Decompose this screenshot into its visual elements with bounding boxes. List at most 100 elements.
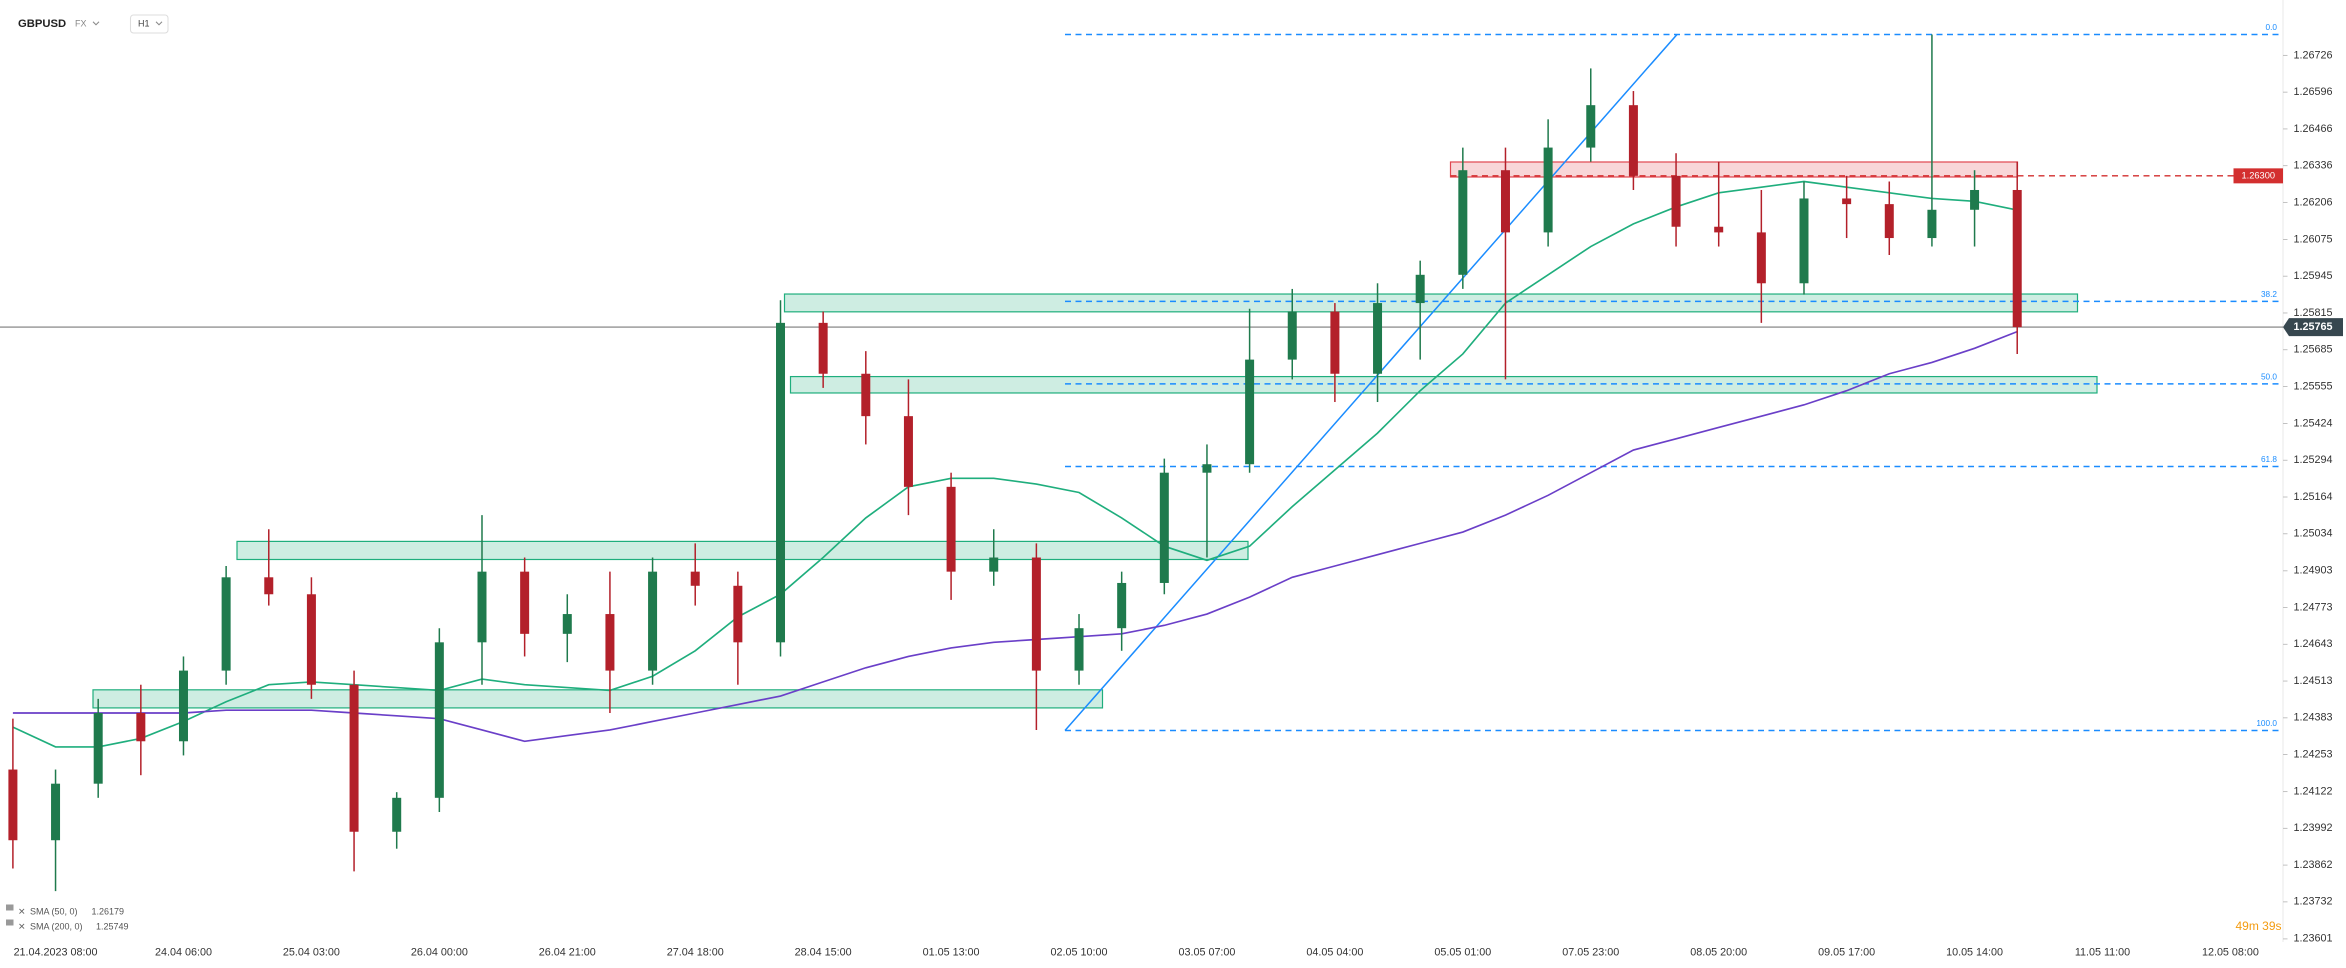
candle-body [520,571,530,634]
candle-body [392,797,402,832]
fib-label: 38.2 [2261,290,2277,299]
y-tick-label: 1.25555 [2294,380,2333,392]
x-tick-label: 28.04 15:00 [795,946,852,958]
x-tick-label: 26.04 21:00 [539,946,596,958]
legend-close[interactable]: ✕ [18,921,26,931]
candle-body [1714,226,1724,233]
legend-value: 1.25749 [96,921,129,931]
x-tick-label: 07.05 23:00 [1562,946,1619,958]
fib-label: 50.0 [2261,372,2277,381]
sma-line [12,330,2018,743]
candle-body [818,322,828,374]
candle-body [1415,274,1425,304]
market: FX [75,18,87,28]
zone [783,293,2079,313]
candle-body [1842,198,1852,205]
y-tick-label: 1.23862 [2294,859,2333,871]
candle-body [8,769,18,841]
legend: ✕ ✕ SMA (50, 0) 1.26179 SMA (200, 0) 1.2… [6,904,129,931]
x-tick-label: 05.05 01:00 [1434,946,1491,958]
y-tick-label: 1.26075 [2294,233,2333,245]
x-tick-label: 12.05 08:00 [2202,946,2259,958]
candle-body [349,684,359,832]
y-tick-label: 1.25164 [2294,491,2333,503]
y-tick-label: 1.25945 [2294,270,2333,282]
candle-body [1074,628,1084,671]
x-tick-label: 04.05 04:00 [1306,946,1363,958]
candle-body [989,557,999,572]
candle-body [946,486,956,572]
resistance-tag [2233,168,2283,184]
candle-body [1031,557,1041,671]
x-tick-label: 01.05 13:00 [923,946,980,958]
x-tick-label: 21.04.2023 08:00 [14,946,98,958]
last-price-tag-label: 1.25765 [2294,321,2333,333]
x-tick-label: 03.05 07:00 [1178,946,1235,958]
candle-body [1159,472,1169,583]
legend-icon [6,919,14,926]
interval-button[interactable] [129,14,169,34]
legend-name: SMA (200, 0) [30,921,83,931]
dropdown-icon [155,21,163,26]
y-tick-label: 1.24383 [2294,712,2333,724]
candle-body [1500,170,1510,233]
candle-body [434,642,444,798]
legend-icon [6,904,14,911]
legend-close[interactable]: ✕ [18,906,26,916]
y-tick-label: 1.26726 [2294,49,2333,61]
candle-body [605,614,615,671]
zone [789,375,2098,394]
candle-body [1671,175,1681,227]
candle-body [306,594,316,685]
y-tick-label: 1.25685 [2294,344,2333,356]
y-tick-label: 1.24903 [2294,565,2333,577]
candle-body [1202,464,1212,473]
candle-body [477,571,487,643]
candle-body [1543,147,1553,233]
x-tick-label: 08.05 20:00 [1690,946,1747,958]
zone [92,689,1104,709]
candle-body [221,577,231,671]
y-tick-label: 1.26596 [2294,86,2333,98]
legend-value: 1.26179 [92,906,125,916]
candle-body [1330,311,1340,374]
candle-body [1756,232,1766,284]
header: GBPUSD FX H1 [18,14,169,34]
x-tick-label: 10.05 14:00 [1946,946,2003,958]
candle-body [1970,189,1980,210]
candle-body [1586,105,1596,148]
symbol[interactable]: GBPUSD [18,18,66,30]
x-tick-label: 09.05 17:00 [1818,946,1875,958]
candle-body [264,577,274,595]
x-tick-label: 11.05 11:00 [2075,946,2130,958]
candle-body [1927,209,1937,239]
candle-body [1458,170,1468,275]
candle-body [690,571,700,586]
candle-body [1117,582,1127,629]
candle-body [733,585,743,643]
dropdown-icon[interactable] [92,21,100,26]
y-tick-label: 1.24773 [2294,601,2333,613]
legend-name: SMA (50, 0) [30,906,78,916]
candle-body [776,322,786,643]
y-tick-label: 1.26466 [2294,123,2333,135]
candle-body [1799,198,1809,284]
candle-body [51,783,61,841]
candle-body [1884,204,1894,239]
y-tick-label: 1.26206 [2294,196,2333,208]
y-tick-label: 1.23732 [2294,896,2333,908]
candle-body [562,614,572,634]
y-tick-label: 1.26336 [2294,160,2333,172]
zone [236,540,1249,561]
y-tick-label: 1.25815 [2294,307,2333,319]
candle-body [1245,359,1255,465]
y-tick-label: 1.24643 [2294,638,2333,650]
y-tick-label: 1.23992 [2294,822,2333,834]
candle-body [93,713,103,784]
candle-body [1373,303,1383,374]
candle-body [861,373,871,417]
x-tick-label: 27.04 18:00 [667,946,724,958]
fib-label: 100.0 [2256,719,2277,728]
